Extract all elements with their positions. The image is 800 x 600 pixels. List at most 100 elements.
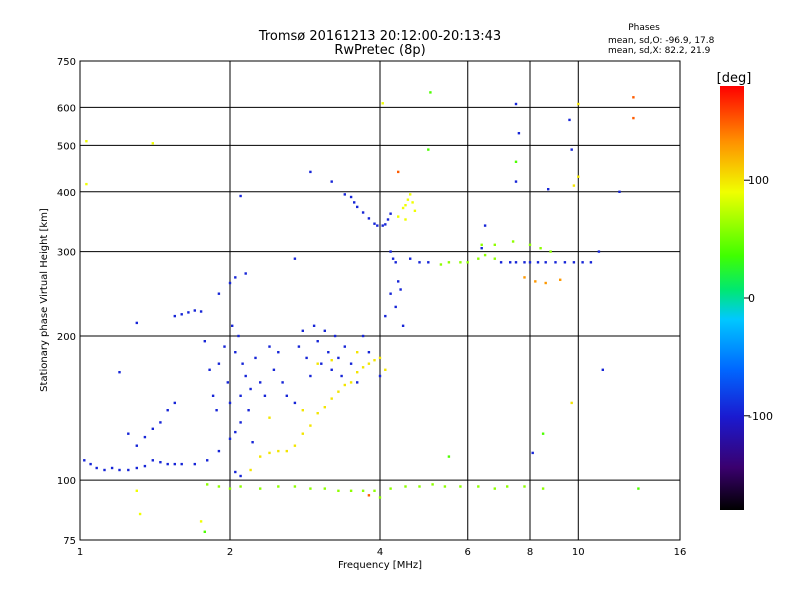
data-point (378, 496, 382, 499)
data-point (180, 462, 183, 466)
colorbar-tick-label: 100 (748, 174, 769, 187)
data-point (483, 253, 487, 257)
data-point (544, 261, 547, 264)
data-point (173, 462, 176, 466)
y-tick-label: 300 (57, 248, 76, 259)
data-point (373, 489, 376, 492)
data-point (85, 140, 88, 143)
data-point (226, 381, 229, 384)
data-point (337, 390, 340, 393)
data-point (251, 441, 254, 444)
data-point (173, 401, 176, 405)
data-point (528, 261, 532, 264)
x-tick-label: 10 (572, 547, 585, 558)
data-point (244, 272, 247, 275)
data-point (127, 432, 130, 435)
plot-frame (79, 60, 681, 541)
data-point (241, 362, 244, 365)
data-point (193, 309, 196, 312)
data-point (343, 345, 346, 348)
data-point (217, 362, 221, 365)
grid-lines (80, 61, 680, 540)
data-point (523, 261, 526, 264)
data-point (459, 261, 462, 264)
data-point (327, 351, 330, 354)
data-point (386, 218, 390, 221)
data-point (418, 485, 421, 488)
data-point (632, 116, 635, 120)
data-point (367, 351, 371, 354)
data-point (397, 215, 400, 218)
data-point (138, 512, 142, 516)
data-point (409, 257, 412, 260)
data-point (330, 359, 333, 362)
data-point (166, 462, 169, 466)
data-point (443, 485, 447, 488)
data-point (378, 356, 382, 360)
data-point (373, 222, 376, 225)
data-point (234, 351, 237, 354)
colorbar-label: [deg] (717, 71, 752, 86)
data-point (330, 180, 333, 183)
data-point (309, 424, 312, 427)
data-point (401, 324, 405, 327)
data-point (193, 462, 196, 466)
data-point (343, 383, 346, 387)
y-tick-label: 750 (57, 57, 76, 68)
y-tick-label: 600 (57, 103, 76, 114)
data-point (293, 444, 297, 447)
data-point (483, 224, 487, 227)
x-tick-label: 6 (465, 547, 471, 558)
data-point (206, 483, 209, 486)
data-point (268, 451, 271, 455)
data-point (110, 466, 114, 470)
data-point (572, 261, 576, 264)
data-point (381, 224, 384, 227)
data-point (568, 118, 571, 122)
data-point (447, 261, 451, 264)
data-point (554, 261, 557, 264)
data-point (285, 449, 288, 453)
data-point (301, 432, 304, 435)
y-tick-label: 500 (57, 141, 76, 152)
data-point (404, 485, 407, 488)
data-point (389, 212, 392, 215)
y-axis-label: Stationary phase Virtual Height [km] (39, 208, 50, 392)
data-point (356, 371, 359, 374)
data-point (217, 485, 221, 488)
data-point (103, 468, 106, 472)
data-point (559, 278, 562, 281)
data-point (401, 206, 405, 210)
data-point (349, 195, 353, 199)
data-point (309, 374, 312, 378)
data-point (480, 243, 483, 246)
data-point (514, 180, 518, 183)
data-point (447, 455, 451, 458)
data-point (234, 276, 237, 279)
data-point (211, 394, 215, 397)
colorbar (720, 86, 744, 510)
data-point (254, 356, 257, 360)
data-point (514, 160, 518, 163)
chart-title: Tromsø 20161213 20:12:00-20:13:43 (258, 29, 501, 44)
data-point (281, 381, 284, 384)
data-point (523, 276, 526, 279)
data-point (384, 368, 387, 371)
data-point (237, 334, 240, 338)
data-point (367, 362, 371, 365)
data-point (361, 211, 365, 214)
data-point (429, 91, 432, 94)
data-point (151, 459, 154, 462)
data-point (397, 280, 400, 283)
data-point (259, 455, 262, 458)
data-point (480, 247, 483, 250)
data-point (356, 351, 359, 354)
phases-stat-o: mean, sd,O: -96.9, 17.8 (608, 36, 715, 46)
data-point (356, 205, 359, 209)
data-point (234, 470, 237, 474)
data-point (217, 449, 221, 453)
data-point (361, 366, 365, 369)
data-point (239, 485, 242, 488)
data-point (217, 292, 221, 295)
